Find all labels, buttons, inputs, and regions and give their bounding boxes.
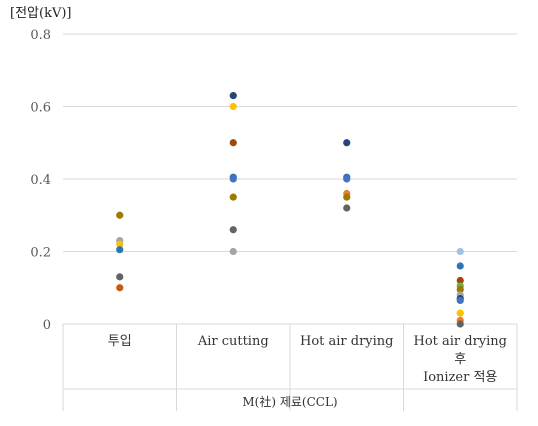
y-tick-labels: 0 0.2 0.4 0.6 0.8 <box>30 28 51 333</box>
data-point <box>229 139 237 147</box>
x-category-labels: 투입 Air cutting Hot air drying Hot air dryin… <box>108 334 507 385</box>
data-point <box>456 320 464 328</box>
data-point <box>456 247 464 256</box>
data-point <box>343 204 351 212</box>
x-axis-title: M(社) 제료(CCL) <box>242 394 337 409</box>
data-point <box>343 175 351 183</box>
x-category-label: Hot air drying <box>413 334 507 349</box>
data-point <box>229 193 237 201</box>
data-point <box>229 92 237 100</box>
x-category-label: 투입 <box>108 334 132 349</box>
y-tick-label: 0.8 <box>30 28 51 43</box>
x-category-label: Ionizer 적용 <box>423 370 497 385</box>
data-point <box>343 193 351 201</box>
data-point <box>229 226 237 234</box>
x-category-label: Air cutting <box>197 334 269 349</box>
data-point <box>456 262 464 270</box>
data-point <box>116 240 124 248</box>
data-point <box>116 273 124 281</box>
data-point <box>456 276 464 285</box>
x-category-label: 후 <box>454 352 466 367</box>
gridlines <box>63 33 517 252</box>
data-point <box>456 285 464 294</box>
data-point <box>116 211 124 219</box>
data-point <box>229 175 237 183</box>
axes <box>62 323 518 411</box>
data-points <box>116 92 464 328</box>
y-tick-label: 0.2 <box>30 246 51 261</box>
data-point <box>456 309 464 317</box>
y-tick-label: 0.4 <box>30 173 51 188</box>
data-point <box>116 284 124 292</box>
data-point <box>116 246 124 254</box>
x-category-label: Hot air drying <box>300 334 394 349</box>
y-tick-label: 0 <box>43 318 51 333</box>
data-point <box>456 296 464 305</box>
data-point <box>229 102 237 111</box>
data-point <box>343 139 351 147</box>
data-point <box>229 247 237 256</box>
y-tick-label: 0.6 <box>30 101 51 116</box>
y-axis-title: [전압(kV)] <box>10 6 71 21</box>
